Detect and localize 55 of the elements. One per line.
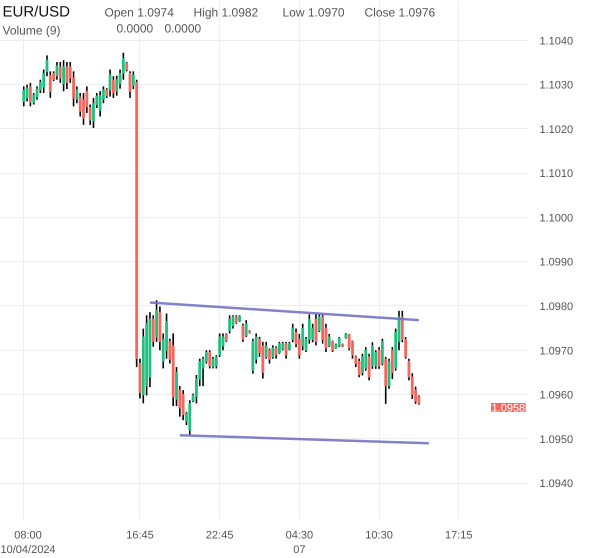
candlestick — [228, 314, 232, 334]
x-tick-label: 22:45 — [206, 530, 234, 542]
candlestick — [328, 333, 331, 348]
annotation: 0.0000 — [164, 22, 202, 36]
candlestick — [264, 341, 268, 360]
y-tick-label: 1.1010 — [540, 168, 574, 180]
candlestick — [108, 68, 112, 98]
candlestick — [358, 358, 361, 378]
y-tick-label: 1.0970 — [540, 345, 574, 358]
y-tick-label: 1.0990 — [540, 256, 574, 269]
candlestick — [242, 322, 244, 343]
x-tick-label: 04:30 07 — [286, 530, 314, 556]
y-tick-label: 1.0960 — [540, 390, 574, 402]
y-tick-label: 1.0950 — [540, 434, 574, 446]
candlestick — [208, 349, 212, 370]
candlestick — [338, 336, 341, 348]
y-tick-label: 1.1020 — [540, 124, 574, 136]
annotation: Volume (9) — [2, 24, 61, 38]
candlestick — [62, 59, 66, 92]
candlestick — [232, 314, 234, 330]
candlestick — [125, 61, 128, 72]
candlestick — [274, 345, 278, 360]
y-tick-label: 1.1000 — [540, 212, 574, 224]
candlestick — [26, 84, 28, 102]
x-tick-label: 10:30 — [365, 530, 393, 542]
annotation: Open 1.0974 — [104, 6, 174, 20]
annotation: Close 1.0976 — [364, 6, 436, 20]
y-tick-label: 1.0980 — [540, 300, 574, 313]
candlestick — [28, 82, 32, 108]
candlestick — [291, 322, 294, 344]
candlestick — [92, 97, 95, 129]
chart-title: EUR/USD — [2, 4, 70, 20]
candlestick — [244, 319, 248, 338]
y-tick-label: 1.1030 — [540, 80, 574, 92]
x-tick-label: 16:45 — [126, 530, 154, 542]
candlestick — [128, 70, 132, 99]
annotation: 0.0000 — [116, 22, 154, 36]
candlestick — [56, 61, 58, 81]
candlestick — [278, 341, 281, 355]
candlestick — [22, 86, 26, 108]
candlestick — [98, 90, 102, 118]
candlestick — [271, 344, 274, 360]
candlestick — [374, 349, 378, 370]
candlestick — [182, 389, 185, 422]
text: 1.0958 — [492, 402, 526, 414]
candlestick — [314, 314, 318, 346]
x-tick-label: 08:00 10/04/2024 — [0, 530, 56, 556]
y-tick-label: 1.0940 — [540, 478, 574, 490]
candlestick — [284, 341, 288, 360]
candlestick — [58, 61, 62, 84]
candlestick — [66, 61, 68, 90]
annotation: High 1.0982 — [194, 6, 259, 20]
x-tick-label: 17:15 — [445, 530, 473, 542]
annotation: Low 1.0970 — [282, 6, 345, 20]
y-tick-label: 1.1040 — [540, 35, 574, 48]
